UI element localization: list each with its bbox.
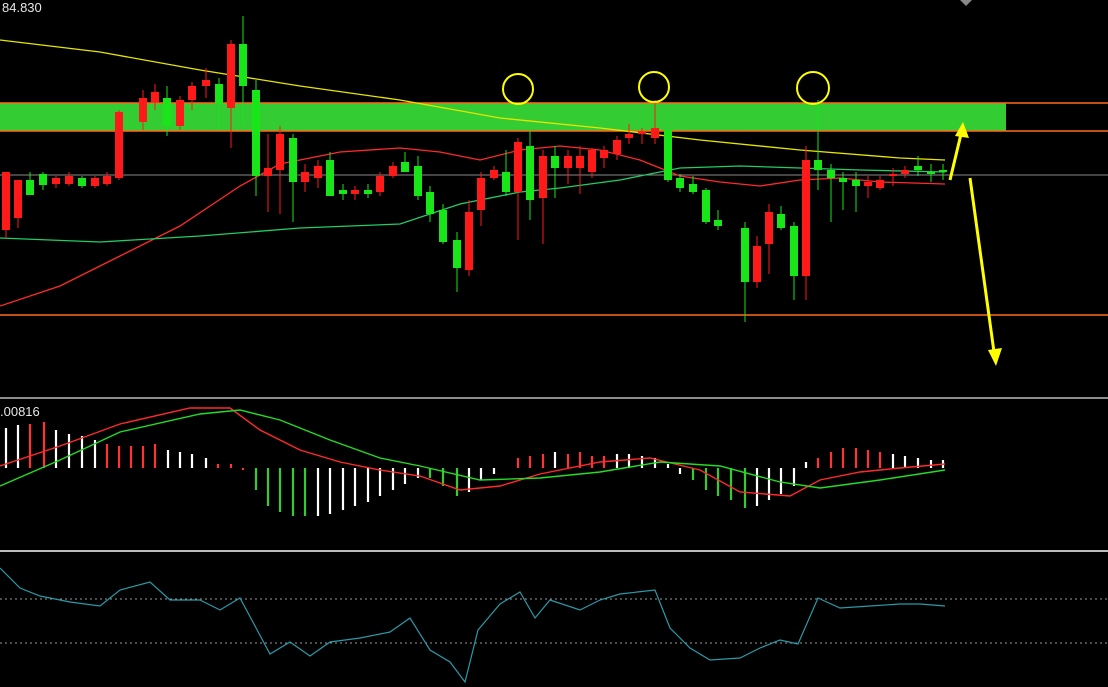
candle-34: [426, 186, 434, 222]
resistance-zone-extension: [1006, 103, 1108, 131]
scroll-marker-icon: [960, 0, 972, 6]
candle-26: [326, 152, 334, 196]
candle-48: [600, 146, 608, 168]
candle-69: [876, 176, 884, 190]
candle-68: [864, 176, 872, 198]
candle-43: [539, 150, 547, 244]
candle-28: [351, 186, 359, 200]
macd-line: [0, 407, 946, 497]
candle-72: [914, 156, 922, 176]
candle-54: [676, 174, 684, 192]
candle-33: [414, 156, 422, 200]
forecast-arrow-down: [968, 177, 1002, 366]
candle-36: [453, 232, 461, 292]
candle-6: [65, 172, 73, 186]
candle-3: [26, 172, 34, 195]
candle-70: [889, 168, 897, 186]
candle-23: [289, 134, 297, 222]
candle-20: [252, 80, 260, 196]
price-label: 84.830: [2, 0, 42, 15]
candle-18: [227, 40, 235, 148]
candle-60: [765, 204, 773, 274]
candle-31: [389, 162, 397, 178]
candle-22: [276, 126, 284, 214]
annotation-circle-3: [796, 71, 830, 105]
candle-14: [176, 96, 184, 130]
candle-5: [52, 176, 60, 188]
candle-15: [188, 82, 196, 110]
candle-38: [477, 172, 485, 226]
candle-4: [39, 172, 47, 190]
candle-73: [927, 164, 935, 182]
candle-74: [939, 164, 947, 180]
candle-13: [163, 86, 171, 136]
candle-65: [827, 164, 835, 222]
candle-17: [215, 78, 223, 130]
candle-41: [514, 138, 522, 240]
candle-55: [689, 176, 697, 194]
annotation-circle-1: [502, 73, 534, 105]
candle-47: [588, 148, 596, 178]
candle-32: [401, 152, 409, 172]
candle-66: [839, 172, 847, 210]
candle-2: [14, 180, 22, 228]
annotation-circle-2: [638, 71, 670, 103]
candlestick-series: [2, 16, 947, 322]
candle-27: [339, 184, 347, 200]
candle-40: [502, 150, 510, 196]
candle-19: [239, 16, 247, 126]
macd-histogram: [4, 422, 945, 516]
candle-45: [564, 150, 572, 184]
candle-42: [526, 130, 534, 220]
resistance-zone: [0, 103, 1006, 131]
candle-21: [264, 134, 272, 212]
macd-value-label: .00816: [0, 404, 40, 419]
candle-1: [2, 172, 10, 238]
candle-63: [802, 146, 810, 300]
candle-58: [741, 222, 749, 322]
forecast-arrow-up: [948, 122, 969, 181]
candle-56: [702, 188, 710, 224]
candle-49: [613, 136, 621, 160]
candle-71: [901, 166, 909, 178]
candle-9: [103, 172, 111, 186]
candle-61: [777, 206, 785, 230]
candle-59: [753, 236, 761, 288]
candle-7: [78, 176, 86, 188]
candle-35: [439, 204, 447, 244]
macd-signal-line: [0, 409, 946, 489]
candle-53: [664, 130, 672, 182]
candle-10: [115, 110, 123, 180]
candle-29: [364, 184, 372, 198]
candle-57: [714, 210, 722, 230]
candle-46: [576, 146, 584, 194]
candle-16: [202, 68, 210, 98]
candle-67: [852, 172, 860, 212]
candle-64: [814, 100, 822, 190]
candle-44: [551, 146, 559, 198]
candle-25: [314, 160, 322, 188]
candle-8: [91, 176, 99, 188]
moving-average-yellow: [0, 39, 946, 161]
candle-52: [651, 100, 659, 144]
oscillator-line: [0, 567, 946, 684]
candle-51: [638, 128, 646, 144]
candle-39: [490, 166, 498, 180]
candle-24: [301, 164, 309, 192]
candle-30: [376, 172, 384, 196]
candle-11: [139, 90, 147, 130]
candle-62: [790, 222, 798, 300]
candle-37: [465, 200, 473, 276]
candle-50: [625, 124, 633, 144]
candle-12: [151, 84, 159, 110]
